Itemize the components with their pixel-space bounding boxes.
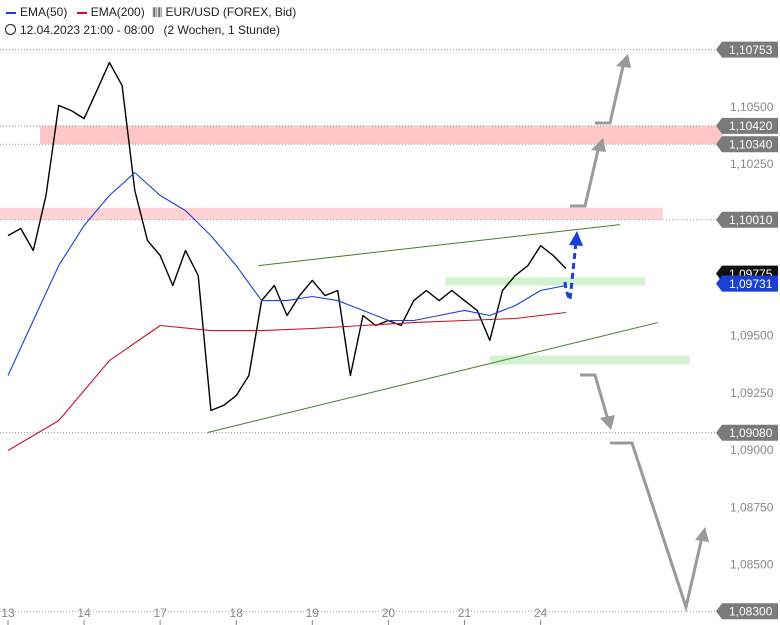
level-label: 1,09080 [729, 426, 773, 440]
legend-swatch [76, 11, 87, 14]
subtitle: 12.04.2023 21:00 - 08:00 [20, 23, 155, 37]
bars-icon: ⫼⫼ [152, 7, 163, 19]
zone [0, 207, 663, 220]
legend-entry: EMA(200) [90, 5, 145, 19]
period: (2 Wochen, 1 Stunde) [163, 23, 280, 37]
level-box [716, 603, 778, 620]
level-box [716, 41, 778, 58]
arrow [595, 61, 626, 125]
level-box [716, 424, 778, 441]
instrument: EUR/USD (FOREX, Bid) [165, 5, 297, 19]
arrow-head [569, 231, 583, 246]
level-box [716, 117, 778, 134]
time-row: 12.04.2023 21:00 - 08:00 (2 Wochen, 1 St… [4, 22, 296, 39]
x-tick-label: 20 [382, 606, 396, 620]
series-line [7, 61, 567, 412]
price-marker-label: 1,09731 [729, 277, 773, 291]
scenario-arrows [563, 54, 709, 613]
x-tick-label: 13 [1, 606, 15, 620]
zone [445, 277, 646, 286]
y-tick-label: 1,10500 [730, 100, 774, 114]
zone [489, 355, 690, 365]
arrow-head [591, 138, 606, 152]
series-line [7, 172, 567, 376]
level-label: 1,08300 [729, 604, 773, 618]
trendline [207, 322, 658, 433]
level-label: 1,10010 [729, 213, 773, 227]
x-tick-label: 19 [306, 606, 320, 620]
y-tick-label: 1,09500 [730, 329, 774, 343]
y-tick-label: 1,08750 [730, 500, 774, 514]
y-tick-label: 1,08500 [730, 558, 774, 572]
trendline [258, 224, 620, 267]
y-tick-label: 1,09250 [730, 386, 774, 400]
legend: EMA(50) EMA(200) ⫼⫼ EUR/USD (FOREX, Bid) [4, 4, 296, 22]
level-box [716, 211, 778, 228]
arrow-head [600, 415, 615, 430]
x-tick-label: 24 [534, 606, 548, 620]
zone [40, 125, 723, 145]
x-tick-label: 14 [77, 606, 91, 620]
arrow [570, 145, 601, 208]
clock-icon [5, 24, 16, 35]
header: EMA(50) EMA(200) ⫼⫼ EUR/USD (FOREX, Bid)… [4, 4, 296, 39]
legend-swatch [6, 11, 16, 14]
arrow-head [616, 54, 631, 68]
projection-arrow [563, 241, 578, 306]
price-marker-box [716, 275, 778, 292]
legend-entry: EMA(50) [20, 5, 68, 19]
arrow [610, 441, 704, 613]
level-label: 1,10753 [729, 43, 773, 57]
y-tick-label: 1,09000 [730, 443, 774, 457]
level-box [716, 136, 778, 153]
arrow-head [695, 527, 709, 542]
level-label: 1,10340 [729, 137, 773, 151]
x-tick-label: 18 [230, 606, 244, 620]
series-line [7, 311, 566, 451]
y-tick-label: 1,10250 [730, 157, 774, 171]
x-tick-label: 17 [153, 606, 167, 620]
x-tick-label: 21 [458, 606, 472, 620]
arrow [580, 373, 610, 421]
level-label: 1,10420 [729, 119, 773, 133]
